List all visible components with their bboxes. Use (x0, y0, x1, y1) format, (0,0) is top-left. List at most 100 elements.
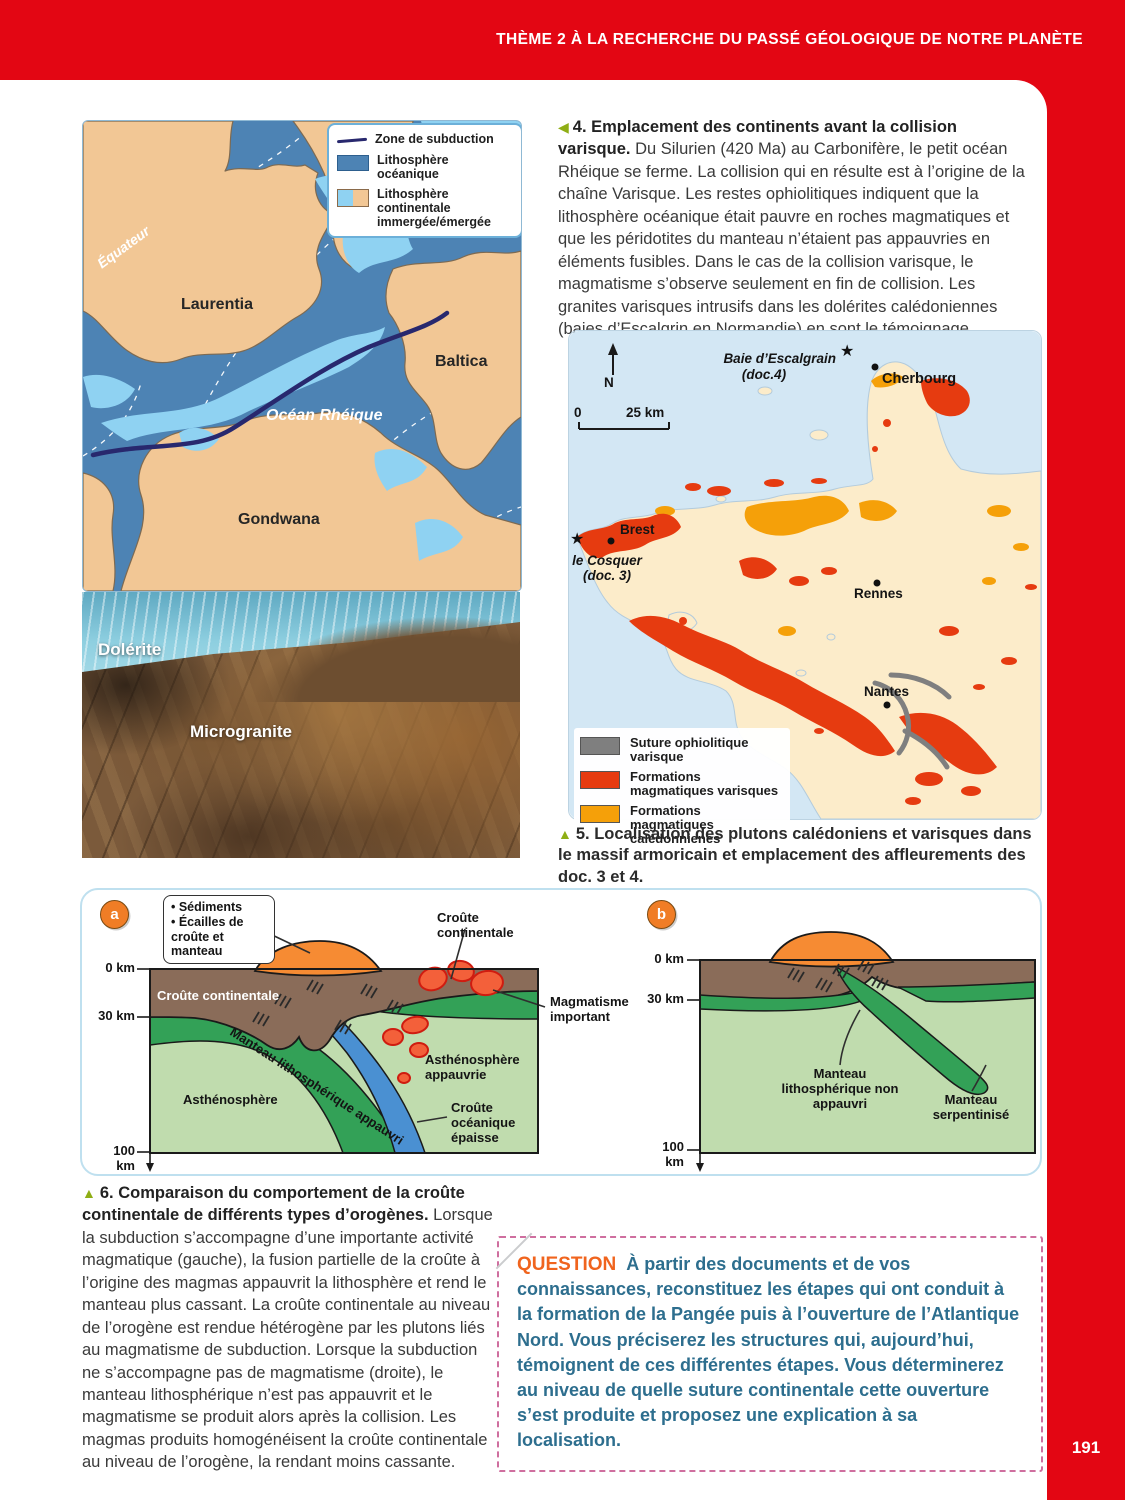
fault-hatch-marks (787, 959, 889, 993)
question-text: À partir des documents et de vos connais… (517, 1254, 1020, 1451)
depth-0-label: 0 km (654, 951, 684, 966)
armorican-map-svg (568, 330, 1042, 820)
magmatism-label: Magmatisme important (550, 994, 629, 1024)
diagram-a: a • Sédiments • Écailles de croûte et ma… (95, 895, 640, 1175)
legend-label: Lithosphère océanique (377, 152, 449, 181)
callout-item: • Écailles de croûte et manteau (171, 914, 244, 959)
doc5-caption-text: 5. Localisation des plutons calédoniens … (558, 825, 1032, 886)
legend-label: Zone de subduction (375, 132, 494, 146)
armorican-massif-map: N 0 25 km ★ ★ Baie d’Escalgrain (doc.4) … (568, 330, 1042, 855)
question-label: QUESTION (517, 1254, 617, 1275)
north-label: N (604, 375, 614, 390)
map5-legend: Suture ophiolitique varisque Formations … (574, 728, 790, 855)
leader-lines (839, 1009, 987, 1092)
leader-lines (267, 928, 546, 1123)
panel-a-badge: a (100, 900, 129, 929)
scale-bar (578, 422, 670, 430)
rennes-label: Rennes (854, 586, 903, 601)
legend-row-subduction: Zone de subduction (337, 132, 513, 147)
header-theme: THÈME 2 (496, 31, 567, 48)
ocean-rheique-label: Océan Rhéique (266, 407, 383, 424)
nantes-label: Nantes (864, 684, 910, 699)
non-depleted-mantle-label: Manteau lithosphérique non appauvri (781, 1066, 899, 1111)
baie-escalgrain-doc-label: (doc.4) (741, 367, 787, 382)
depth-30-label: 30 km (98, 1008, 135, 1023)
depth-0-label: 0 km (105, 960, 135, 975)
star-marker-icon: ★ (840, 343, 855, 360)
magma-blobs (382, 959, 504, 1084)
baltica-label: Baltica (435, 353, 488, 370)
continental-swatch (337, 189, 369, 208)
fault-hatch-marks (252, 979, 404, 1035)
legend-row-suture: Suture ophiolitique varisque (580, 735, 784, 765)
microgranite-label: Microgranite (190, 722, 293, 741)
depth-axis-a (137, 968, 154, 1172)
sediments-callout-box: • Sédiments • Écailles de croûte et mant… (163, 895, 275, 964)
legend-label: Lithosphère continentale immergée/émergé… (377, 187, 491, 229)
cosquer-label: le Cosquer (572, 553, 642, 568)
caption-triangle-icon: ▲ (82, 1185, 96, 1201)
legend-row-oceanic: Lithosphère océanique (337, 152, 513, 182)
city-dot-cherbourg (871, 363, 879, 371)
callout-item: • Sédiments (171, 900, 243, 914)
continental-crust-right-label: Croûte continentale (437, 910, 514, 940)
paleogeographic-map: Équateur Laurentia Baltica Océan Rhéique… (82, 120, 522, 592)
page-number: 191 (1071, 1438, 1101, 1457)
doc4-body: Du Silurien (420 Ma) au Carbonifère, le … (558, 140, 1025, 338)
oceanic-swatch (337, 154, 369, 171)
diagram-a-svg (137, 928, 546, 1172)
legend-label: Formations magmatiques varisques (630, 769, 779, 799)
gondwana-label: Gondwana (238, 511, 320, 528)
doc6-caption-bold: 6. Comparaison du comportement de la cro… (82, 1184, 465, 1225)
cosquer-doc-label: (doc. 3) (582, 568, 631, 583)
panel-b-badge: b (647, 900, 676, 929)
doc6-caption-body: Lorsque la subduction s’accompagne d’une… (82, 1206, 493, 1472)
brest-label: Brest (620, 522, 655, 537)
city-dot-nantes (883, 701, 891, 709)
lithospheric-mantle-b (699, 965, 1036, 1095)
asthenosphere-label: Asthénosphère (183, 1092, 278, 1107)
city-dot-brest (607, 537, 615, 545)
legend-label: Suture ophiolitique varisque (630, 735, 749, 765)
depth-30-label: 30 km (647, 991, 684, 1006)
scale-distance-label: 25 km (626, 405, 665, 420)
serpentinized-mantle-label: Manteau serpentinisé (932, 1092, 1010, 1122)
city-dot-rennes (873, 579, 881, 587)
subduction-zone-line (90, 310, 450, 458)
doc4-title: 4. Emplacement des continents avant la c… (558, 118, 957, 159)
variscan-formations (577, 378, 1037, 805)
depth-100-label: 100 km (662, 1139, 684, 1169)
doc6-caption: ▲ 6. Comparaison du comportement de la cr… (82, 1182, 494, 1474)
suture-swatch (580, 737, 620, 755)
depth-100-label: 100 km (113, 1143, 135, 1173)
legend-row-variscan: Formations magmatiques varisques (580, 770, 784, 798)
depleted-asthenosphere-label: Asthénosphère appauvrie (425, 1052, 520, 1082)
north-arrow-icon (608, 343, 618, 375)
outcrop-photo: Dolérite Microgranite (82, 592, 520, 858)
legend-row-continental: Lithosphère continentale immergée/émergé… (337, 187, 513, 229)
scale-zero-label: 0 (574, 405, 582, 420)
header-title: À LA RECHERCHE DU PASSÉ GÉOLOGIQUE DE NO… (570, 31, 1083, 48)
laurentia-label: Laurentia (181, 296, 254, 313)
cherbourg-label: Cherbourg (882, 371, 957, 387)
caledonian-formations (655, 373, 1029, 636)
diagram-b: b 0 km 30 km 100 km Manteau lithosphériq… (640, 895, 1042, 1175)
oceanic-crust-label: Croûte océanique épaisse (451, 1100, 516, 1145)
map4-legend: Zone de subduction Lithosphère océanique… (327, 123, 521, 238)
star-marker-icon: ★ (570, 531, 585, 548)
doc5-caption: ▲ 5. Localisation des plutons calédoniens… (558, 824, 1046, 888)
subduction-line-swatch (337, 135, 367, 145)
ophiolitic-suture (872, 672, 952, 770)
legend-row-caledonian: Formations magmatiques calédonnienes (580, 804, 784, 846)
variscan-swatch (580, 771, 620, 790)
legend-label: Formations magmatiques calédonnienes (630, 803, 721, 847)
depth-axis-b (687, 959, 704, 1172)
dolerite-label: Dolérite (98, 640, 162, 659)
doc4-triangle-icon: ◀ (558, 119, 569, 135)
page-header: THÈME 2 À LA RECHERCHE DU PASSÉ GÉOLOGIQ… (0, 0, 1125, 80)
continental-crust-label: Croûte continentale (157, 988, 280, 1003)
question-box: QUESTION À partir des documents et de vos… (495, 1232, 1043, 1472)
photo-rock-ridge (248, 592, 520, 702)
header-text: THÈME 2 À LA RECHERCHE DU PASSÉ GÉOLOGIQ… (496, 31, 1083, 49)
doc4-caption-text: ◀ 4. Emplacement des continents avant la … (558, 116, 1030, 340)
